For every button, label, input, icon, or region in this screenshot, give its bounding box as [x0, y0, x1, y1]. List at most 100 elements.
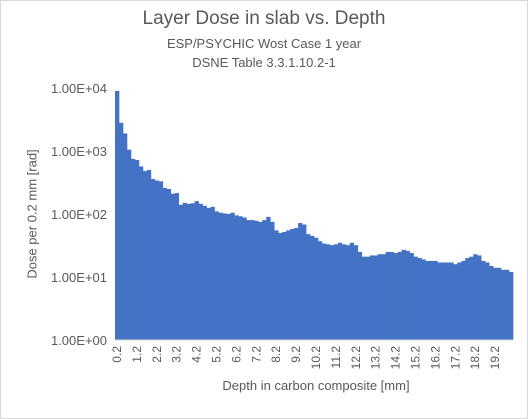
x-tick-label: 0.2	[110, 346, 124, 363]
x-tick-label: 16.2	[428, 346, 442, 370]
bar-4	[191, 203, 195, 340]
bar-2.8	[167, 189, 171, 340]
bar-16.6	[441, 262, 445, 340]
bar-14.8	[406, 251, 410, 340]
bar-14.4	[398, 252, 402, 340]
bar-6.8	[246, 220, 250, 340]
bar-9	[290, 229, 294, 340]
x-tick-label: 19.2	[488, 346, 502, 370]
bar-0.2	[115, 91, 119, 340]
bar-1.4	[139, 166, 143, 340]
x-tick-label: 10.2	[309, 346, 323, 370]
bar-4.6	[203, 206, 207, 340]
bar-14.6	[402, 250, 406, 340]
bar-1.2	[135, 160, 139, 340]
bar-20	[509, 272, 513, 340]
y-tick-label: 1.00E+02	[51, 207, 107, 222]
x-tick-label: 3.2	[170, 346, 184, 363]
bar-12.8	[366, 257, 370, 340]
bar-11.2	[334, 244, 338, 340]
bar-10.4	[318, 241, 322, 340]
bar-9.6	[302, 225, 306, 340]
bar-11.6	[342, 244, 346, 340]
bar-15.6	[421, 259, 425, 340]
bar-19.4	[497, 268, 501, 340]
bar-16.2	[433, 261, 437, 340]
x-tick-label: 6.2	[229, 346, 243, 363]
bar-1	[131, 159, 135, 340]
bar-15	[410, 253, 414, 340]
bar-12.4	[358, 252, 362, 340]
bar-3.6	[183, 203, 187, 340]
x-tick-label: 12.2	[349, 346, 363, 370]
bar-4.8	[207, 208, 211, 340]
bar-5.6	[222, 213, 226, 340]
bar-17.4	[457, 262, 461, 340]
bar-0.6	[123, 133, 127, 340]
bar-6.2	[234, 215, 238, 340]
x-tick-label: 13.2	[369, 346, 383, 370]
bar-15.4	[417, 258, 421, 340]
bar-4.2	[195, 201, 199, 340]
bar-7.4	[258, 222, 262, 340]
bar-13.4	[378, 254, 382, 340]
x-tick-label: 11.2	[329, 346, 343, 369]
bar-18	[469, 257, 473, 340]
bar-14	[390, 252, 394, 340]
x-tick-label: 8.2	[269, 346, 283, 363]
bar-8.8	[286, 230, 290, 340]
bar-6	[230, 213, 234, 340]
bar-0.4	[119, 123, 123, 340]
bar-18.2	[473, 254, 477, 340]
bar-2.2	[155, 181, 159, 340]
bar-8	[270, 222, 274, 340]
bar-10.2	[314, 238, 318, 340]
bar-10	[310, 236, 314, 340]
bar-5.2	[215, 211, 219, 340]
bar-11	[330, 245, 334, 340]
bar-2.6	[163, 188, 167, 340]
bar-0.8	[127, 150, 131, 340]
bar-7.6	[262, 220, 266, 340]
bar-1.6	[143, 171, 147, 340]
bar-7.8	[266, 217, 270, 340]
bar-10.8	[326, 244, 330, 340]
bar-18.8	[485, 262, 489, 340]
y-tick-label: 1.00E+03	[51, 144, 107, 159]
x-tick-label: 1.2	[130, 346, 144, 363]
bar-10.6	[322, 244, 326, 340]
bar-8.4	[278, 233, 282, 340]
bar-6.6	[242, 218, 246, 341]
bar-12	[350, 243, 354, 340]
bar-9.2	[294, 228, 298, 340]
bar-4.4	[199, 204, 203, 340]
bar-19	[489, 266, 493, 340]
bar-17.6	[461, 261, 465, 340]
bar-11.4	[338, 243, 342, 340]
bar-1.8	[147, 170, 151, 340]
bar-6.4	[238, 216, 242, 340]
bar-8.6	[282, 232, 286, 340]
x-tick-label: 7.2	[249, 346, 263, 363]
bar-3.8	[187, 204, 191, 340]
x-tick-label: 9.2	[289, 346, 303, 363]
bar-15.8	[425, 261, 429, 340]
bar-16.8	[445, 262, 449, 340]
y-axis-label: Dose per 0.2 mm [rad]	[25, 149, 40, 278]
x-tick-label: 18.2	[468, 346, 482, 370]
bar-8.2	[274, 230, 278, 340]
bar-15.2	[414, 257, 418, 340]
y-tick-label: 1.00E+01	[51, 270, 107, 285]
bar-2	[151, 179, 155, 340]
x-tick-label: 2.2	[150, 346, 164, 363]
bar-5	[211, 207, 215, 340]
bar-5.8	[226, 214, 230, 340]
bar-13.2	[374, 255, 378, 340]
bar-16.4	[437, 262, 441, 340]
x-axis-label: Depth in carbon composite [mm]	[0, 378, 528, 393]
x-tick-label: 5.2	[210, 346, 224, 363]
bar-13.8	[386, 252, 390, 340]
bar-12.2	[354, 245, 358, 340]
y-tick-label: 1.00E+00	[51, 333, 107, 348]
